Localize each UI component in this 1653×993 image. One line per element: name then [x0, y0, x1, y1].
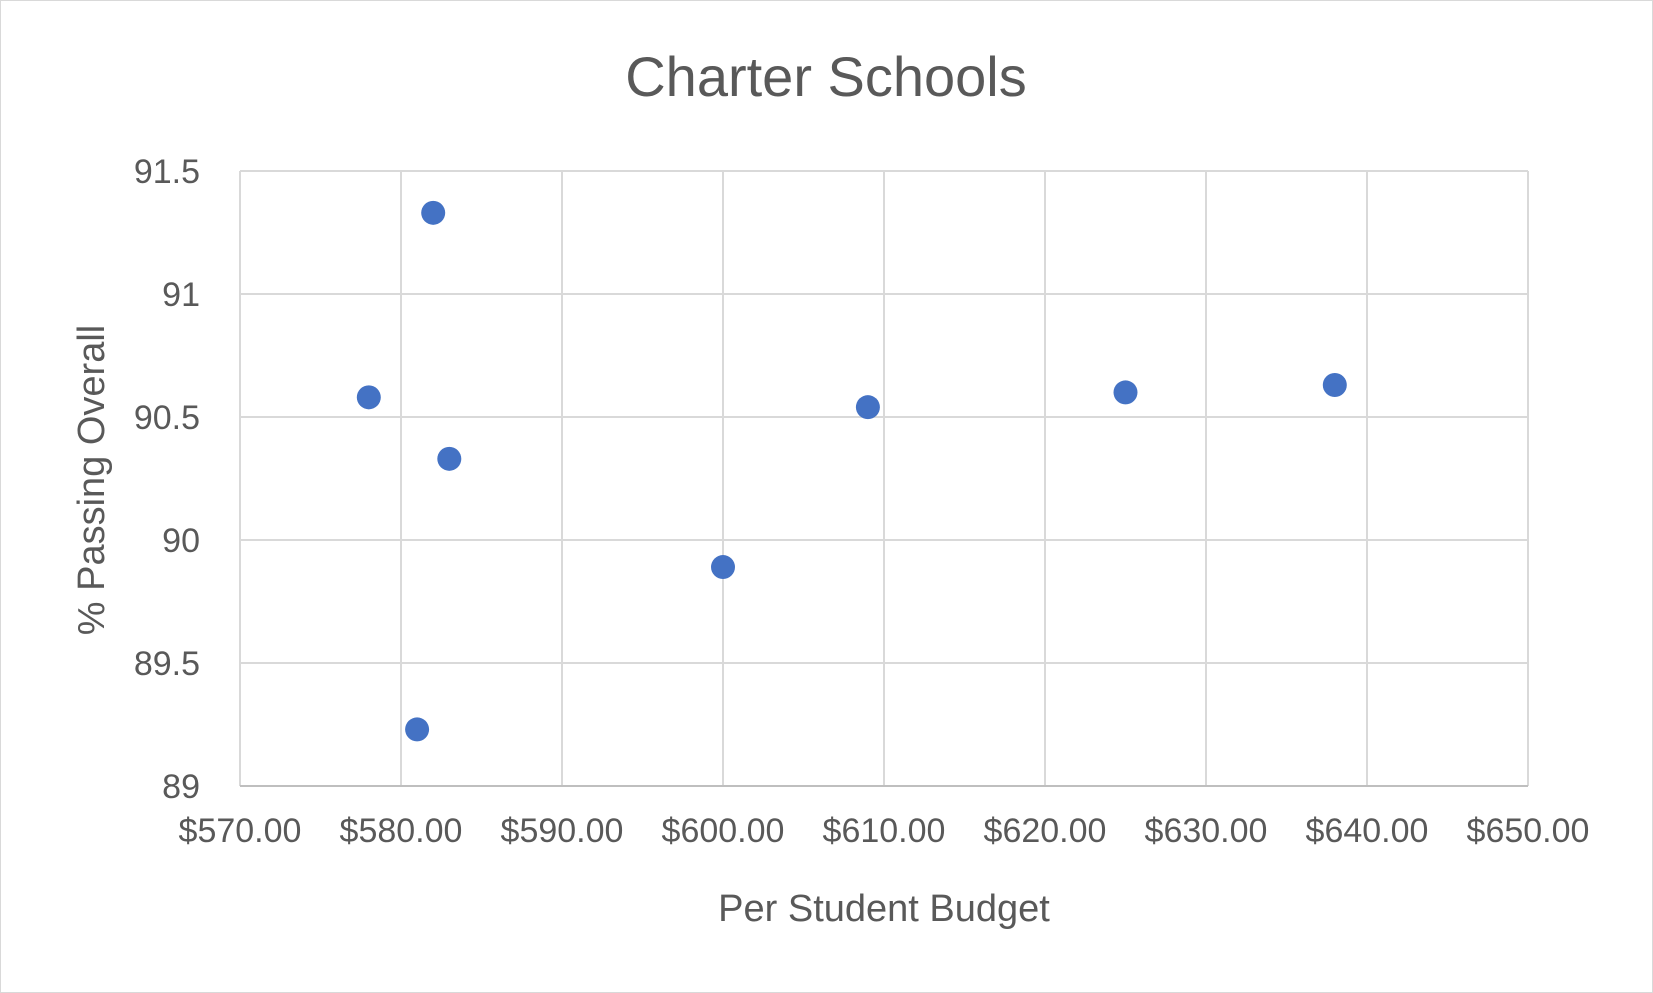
data-point	[1322, 373, 1347, 398]
y-tick-label: 89.5	[134, 645, 200, 683]
y-tick-label: 90	[162, 522, 200, 560]
x-tick-label: $580.00	[340, 812, 463, 850]
y-tick-label: 91	[162, 276, 200, 314]
y-tick-label: 89	[162, 768, 200, 806]
x-tick-label: $590.00	[501, 812, 624, 850]
chart-title: Charter Schools	[625, 45, 1027, 108]
x-axis-ticks: $570.00 $580.00 $590.00 $600.00 $610.00 $620.…	[179, 812, 1590, 850]
data-point	[356, 385, 381, 410]
y-axis-label: % Passing Overall	[71, 325, 113, 635]
x-tick-label: $650.00	[1467, 812, 1590, 850]
x-tick-label: $570.00	[179, 812, 302, 850]
data-point	[711, 555, 735, 580]
gridlines	[239, 170, 1529, 787]
y-tick-label: 91.5	[134, 153, 200, 191]
x-tick-label: $610.00	[823, 812, 946, 850]
data-point	[437, 446, 462, 471]
x-tick-label: $630.00	[1145, 812, 1268, 850]
data-points	[356, 200, 1347, 742]
data-point	[421, 200, 446, 225]
data-point	[405, 717, 430, 742]
x-axis-label: Per Student Budget	[718, 888, 1050, 930]
data-point	[1113, 380, 1138, 405]
x-tick-label: $620.00	[984, 812, 1107, 850]
x-tick-label: $600.00	[662, 812, 785, 850]
y-axis-ticks: 89 89.5 90 90.5 91 91.5	[134, 153, 200, 806]
y-tick-label: 90.5	[134, 399, 200, 437]
data-point	[855, 395, 880, 420]
x-tick-label: $640.00	[1306, 812, 1429, 850]
